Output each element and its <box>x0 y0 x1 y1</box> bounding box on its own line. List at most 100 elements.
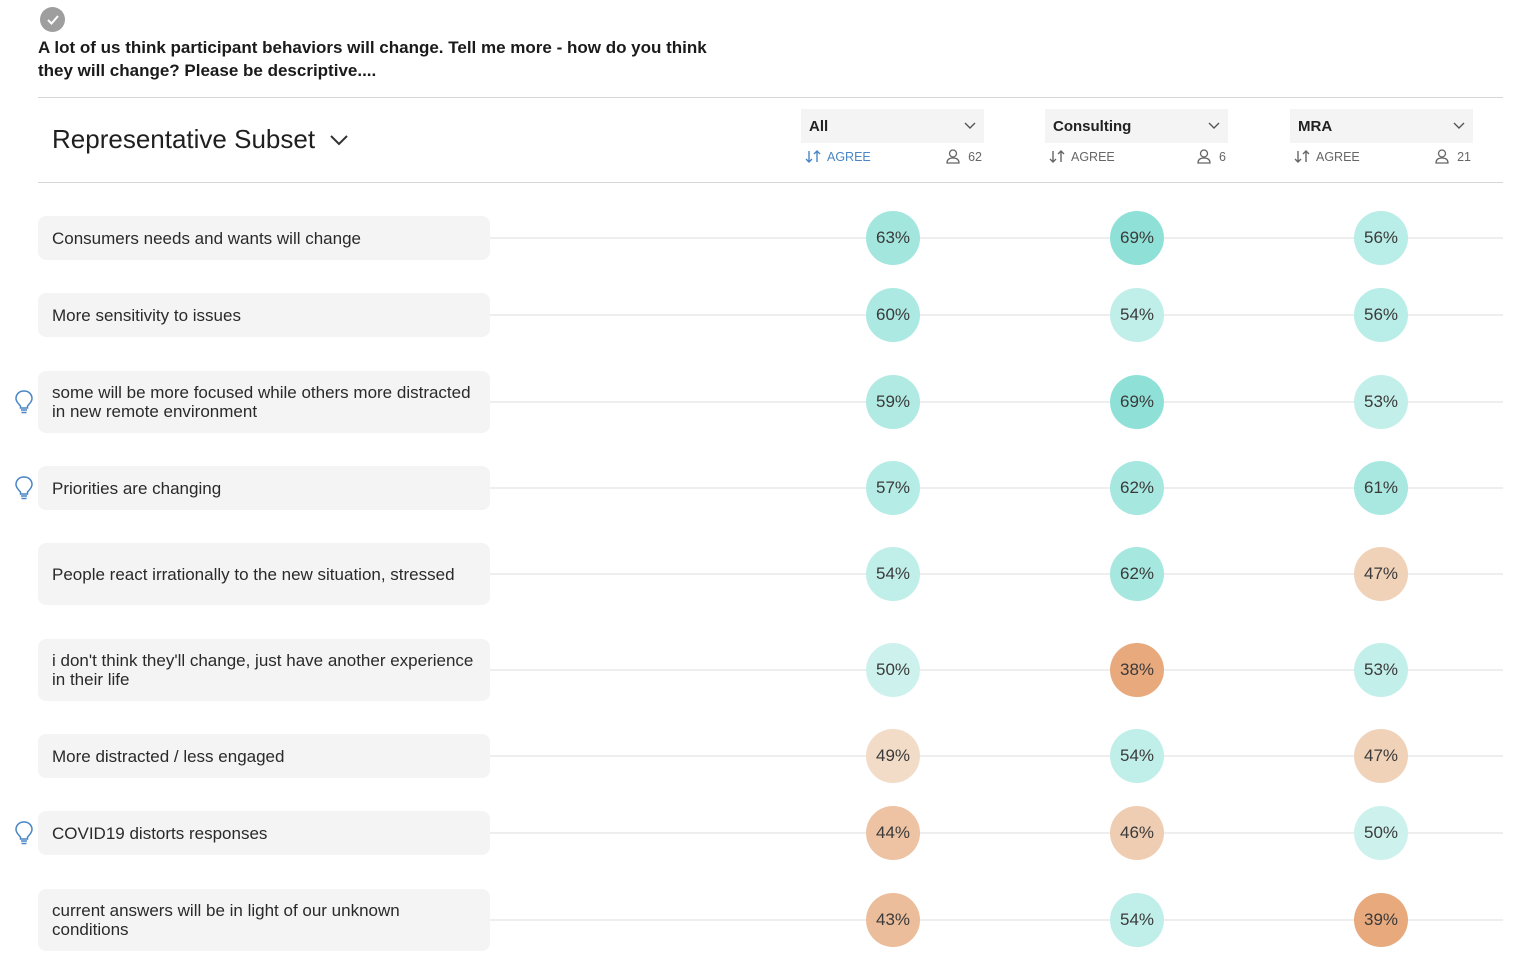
answer-text: i don't think they'll change, just have … <box>52 651 474 689</box>
person-icon <box>946 149 960 164</box>
row-line <box>490 314 1503 316</box>
agree-percent-bubble[interactable]: 47% <box>1354 547 1408 601</box>
person-icon <box>1435 149 1449 164</box>
agree-percent: 38% <box>1119 660 1155 679</box>
answer-text: More distracted / less engaged <box>52 746 285 766</box>
row-line <box>490 755 1503 757</box>
agree-percent-bubble[interactable]: 57% <box>866 461 920 515</box>
agree-percent: 69% <box>1119 228 1155 247</box>
lightbulb-icon[interactable] <box>13 475 35 501</box>
sort-arrows-icon <box>805 150 821 163</box>
sort-label: AGREE <box>827 149 871 164</box>
agree-percent-bubble[interactable]: 62% <box>1110 547 1164 601</box>
chevron-down-icon <box>330 134 348 145</box>
agree-percent-bubble[interactable]: 54% <box>1110 288 1164 342</box>
agree-percent-bubble[interactable]: 61% <box>1354 461 1408 515</box>
answer-label[interactable]: COVID19 distorts responses <box>38 811 490 855</box>
agree-percent-bubble[interactable]: 69% <box>1110 375 1164 429</box>
sort-agree-button[interactable]: AGREE <box>1294 150 1360 164</box>
agree-percent-bubble[interactable]: 56% <box>1354 211 1408 265</box>
answer-text: COVID19 distorts responses <box>52 823 268 843</box>
row-line <box>490 237 1503 239</box>
answer-label[interactable]: More distracted / less engaged <box>38 734 490 778</box>
answer-label[interactable]: People react irrationally to the new sit… <box>38 543 490 605</box>
agree-percent-bubble[interactable]: 39% <box>1354 893 1408 947</box>
agree-percent-bubble[interactable]: 62% <box>1110 461 1164 515</box>
agree-percent: 63% <box>875 228 911 247</box>
sort-label: AGREE <box>1316 149 1360 164</box>
chevron-down-icon <box>964 122 976 129</box>
agree-percent: 69% <box>1119 392 1155 411</box>
respondent-count: 21 <box>1457 149 1471 164</box>
agree-percent: 44% <box>875 823 911 842</box>
row-line <box>490 487 1503 489</box>
segment-column-0: All AGREE 62 <box>801 109 984 164</box>
sort-arrows-icon <box>1049 150 1065 163</box>
answer-label[interactable]: current answers will be in light of our … <box>38 889 490 951</box>
agree-percent-bubble[interactable]: 54% <box>866 547 920 601</box>
answer-label[interactable]: some will be more focused while others m… <box>38 371 490 433</box>
answer-label[interactable]: Priorities are changing <box>38 466 490 510</box>
row-line <box>490 669 1503 671</box>
agree-percent: 53% <box>1363 392 1399 411</box>
person-icon <box>1197 149 1211 164</box>
lightbulb-icon[interactable] <box>13 389 35 415</box>
agree-percent: 59% <box>875 392 911 411</box>
row-line <box>490 401 1503 403</box>
question-text: A lot of us think participant behaviors … <box>38 38 707 80</box>
agree-percent-bubble[interactable]: 50% <box>866 643 920 697</box>
check-icon <box>40 7 65 32</box>
agree-percent-bubble[interactable]: 69% <box>1110 211 1164 265</box>
row-line <box>490 919 1503 921</box>
agree-percent: 62% <box>1119 564 1155 583</box>
chevron-down-icon <box>1453 122 1465 129</box>
agree-percent-bubble[interactable]: 47% <box>1354 729 1408 783</box>
agree-percent-bubble[interactable]: 53% <box>1354 375 1408 429</box>
sort-label: AGREE <box>1071 149 1115 164</box>
segment-label: Consulting <box>1053 117 1132 135</box>
agree-percent-bubble[interactable]: 49% <box>866 729 920 783</box>
agree-percent-bubble[interactable]: 38% <box>1110 643 1164 697</box>
agree-percent: 50% <box>875 660 911 679</box>
subset-dropdown[interactable]: Representative Subset <box>52 124 349 155</box>
answer-label[interactable]: i don't think they'll change, just have … <box>38 639 490 701</box>
agree-percent-bubble[interactable]: 46% <box>1110 806 1164 860</box>
agree-percent-bubble[interactable]: 44% <box>866 806 920 860</box>
agree-percent-bubble[interactable]: 54% <box>1110 893 1164 947</box>
sort-agree-button[interactable]: AGREE <box>1049 150 1115 164</box>
agree-percent: 50% <box>1363 823 1399 842</box>
segment-dropdown[interactable]: All <box>801 109 984 143</box>
segment-label: All <box>809 117 829 135</box>
agree-percent-bubble[interactable]: 50% <box>1354 806 1408 860</box>
agree-percent: 47% <box>1363 564 1399 583</box>
agree-percent-bubble[interactable]: 63% <box>866 211 920 265</box>
agree-percent-bubble[interactable]: 59% <box>866 375 920 429</box>
agree-percent: 53% <box>1363 660 1399 679</box>
divider <box>38 182 1503 183</box>
answer-label[interactable]: Consumers needs and wants will change <box>38 216 490 260</box>
agree-percent: 56% <box>1363 305 1399 324</box>
segment-dropdown[interactable]: MRA <box>1290 109 1473 143</box>
agree-percent-bubble[interactable]: 56% <box>1354 288 1408 342</box>
agree-percent-bubble[interactable]: 43% <box>866 893 920 947</box>
row-line <box>490 573 1503 575</box>
segment-column-1: Consulting AGREE 6 <box>1045 109 1228 164</box>
agree-percent: 49% <box>875 746 911 765</box>
agree-percent-bubble[interactable]: 53% <box>1354 643 1408 697</box>
lightbulb-icon[interactable] <box>13 820 35 846</box>
answer-text: some will be more focused while others m… <box>52 383 471 421</box>
agree-percent: 57% <box>875 478 911 497</box>
sort-agree-button[interactable]: AGREE <box>805 150 871 164</box>
chevron-down-icon <box>1208 122 1220 129</box>
agree-percent: 39% <box>1363 910 1399 929</box>
agree-percent-bubble[interactable]: 54% <box>1110 729 1164 783</box>
answer-text: current answers will be in light of our … <box>52 901 400 939</box>
agree-percent: 60% <box>875 305 911 324</box>
answer-label[interactable]: More sensitivity to issues <box>38 293 490 337</box>
answer-text: Priorities are changing <box>52 478 222 498</box>
agree-percent: 43% <box>875 910 911 929</box>
respondent-count: 62 <box>968 149 982 164</box>
segment-dropdown[interactable]: Consulting <box>1045 109 1228 143</box>
agree-percent: 56% <box>1363 228 1399 247</box>
agree-percent-bubble[interactable]: 60% <box>866 288 920 342</box>
